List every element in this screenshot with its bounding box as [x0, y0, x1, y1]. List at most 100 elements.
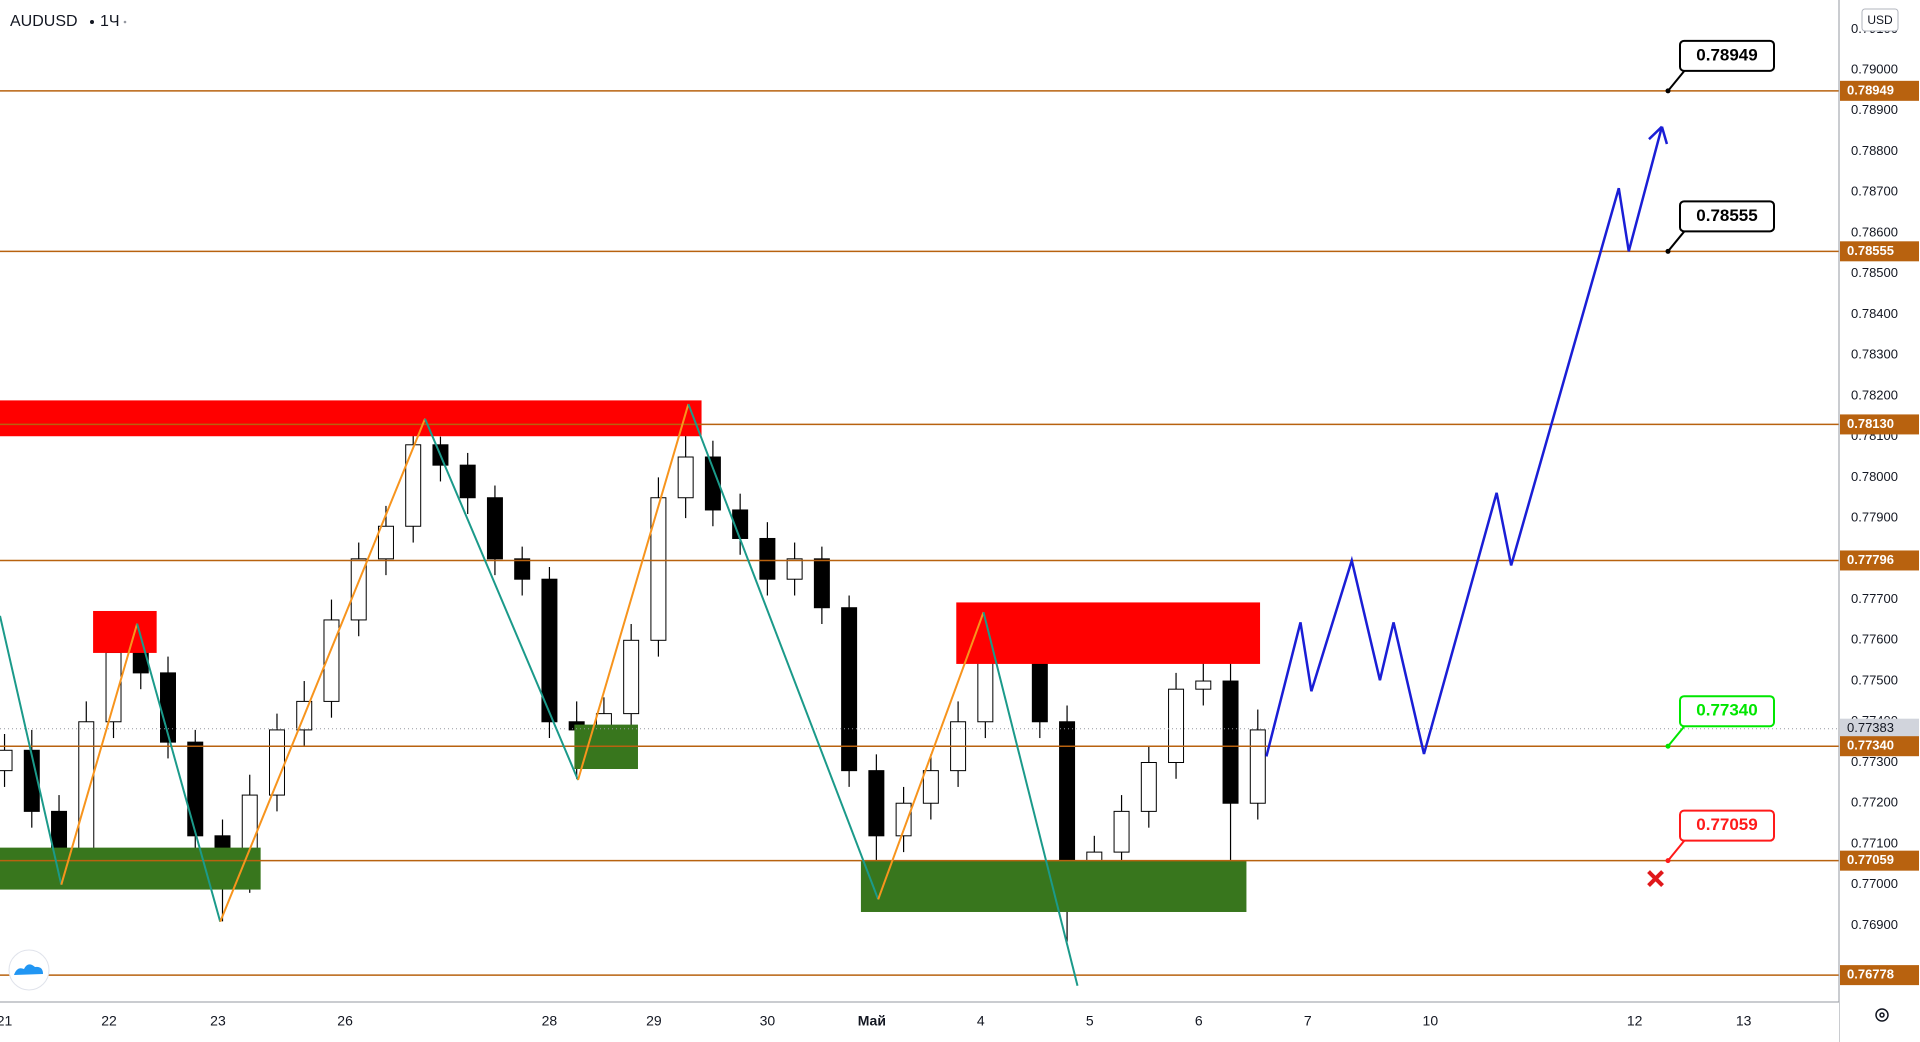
callout-label: 0.78949: [1696, 45, 1757, 64]
y-tick-label: 0.78000: [1851, 469, 1898, 484]
level-label: 0.77059: [1847, 852, 1894, 867]
callout-anchor: [1665, 858, 1671, 864]
projection-arrowhead: [1648, 125, 1663, 141]
level-label: 0.77340: [1847, 738, 1894, 753]
x-tick-label: 10: [1423, 1013, 1439, 1029]
candle-body: [405, 444, 422, 527]
x-tick-label: 7: [1304, 1013, 1312, 1029]
separator-dot: [90, 20, 94, 24]
candle-body: [677, 456, 694, 499]
candle-body: [377, 525, 394, 560]
x-tick-label: 13: [1736, 1013, 1752, 1029]
time-axis: [0, 1002, 1839, 1042]
callout-label: 0.77340: [1696, 701, 1757, 720]
level-label: 0.78555: [1847, 243, 1894, 258]
symbol: AUDUSD: [10, 13, 78, 30]
candle-body: [541, 578, 558, 723]
level-label-bg: [1840, 965, 1919, 986]
y-tick-label: 0.78500: [1851, 265, 1898, 280]
callout-label: 0.77059: [1696, 815, 1757, 834]
x-tick-label: 4: [977, 1013, 985, 1029]
candle-body: [0, 749, 13, 772]
candle-body: [1140, 761, 1157, 812]
logo[interactable]: [8, 949, 50, 991]
projection-arrowhead: [1660, 126, 1669, 145]
header-menu-dots[interactable]: [123, 20, 127, 24]
callout-pointer: [1667, 228, 1687, 252]
current-price-label: 0.77383: [1847, 720, 1894, 735]
y-tick-label: 0.78900: [1851, 102, 1898, 117]
zigzag-segment: [877, 611, 985, 900]
candle-body: [759, 537, 776, 580]
x-tick-label: 6: [1195, 1013, 1203, 1029]
level-label-bg: [1840, 414, 1919, 435]
overlay: 0.77383 0.78949 0.78949 0.78555 0.78555 0.781…: [1665, 39, 1919, 986]
x-tick-label: 26: [337, 1013, 353, 1029]
zigzag-segment: [424, 418, 579, 781]
candle-body: [650, 497, 667, 641]
y-tick-label: 0.78200: [1851, 387, 1898, 402]
candle-body: [1113, 810, 1130, 853]
x-tick-label: 21: [0, 1013, 13, 1029]
callout-box: [1679, 200, 1775, 233]
zone: [0, 400, 702, 437]
candle-body: [868, 770, 885, 837]
candle-body: [1222, 680, 1239, 804]
level-label-bg: [1840, 850, 1919, 871]
x-tick-label: 12: [1627, 1013, 1643, 1029]
settings-icon[interactable]: [1875, 1008, 1889, 1022]
plot-area: [0, 90, 1839, 986]
callout-pointer: [1667, 838, 1687, 862]
callout-anchor: [1665, 743, 1671, 749]
x-tick-label: 30: [760, 1013, 776, 1029]
x-tick-label: 29: [646, 1013, 662, 1029]
candle-body: [704, 456, 721, 511]
zone: [0, 847, 261, 890]
callout-pointer: [1667, 723, 1687, 747]
axes: 0.769000.770000.771000.772000.773000.774…: [0, 21, 1898, 1029]
callout-anchor: [1665, 248, 1671, 254]
level-label-bg: [1840, 80, 1919, 101]
y-tick-label: 0.78700: [1851, 184, 1898, 199]
level-label-bg: [1840, 550, 1919, 571]
zigzag-segment: [219, 418, 426, 923]
y-tick-label: 0.78800: [1851, 143, 1898, 158]
current-price-label-bg: [1840, 718, 1919, 739]
candle-body: [486, 497, 503, 560]
y-tick-label: 0.77200: [1851, 795, 1898, 810]
currency-box[interactable]: [1861, 8, 1899, 32]
callout-box: [1679, 39, 1775, 72]
candle-body: [268, 729, 285, 796]
callout-box: [1679, 809, 1775, 842]
y-tick-label: 0.77100: [1851, 835, 1898, 850]
interval: 1Ч: [100, 13, 120, 30]
candle-body: [514, 558, 531, 580]
callout-anchor: [1665, 88, 1671, 94]
y-tick-label: 0.78400: [1851, 306, 1898, 321]
y-tick-label: 0.78300: [1851, 347, 1898, 362]
candle-body: [786, 558, 803, 580]
candle-body: [1168, 688, 1185, 763]
zigzag-segment: [0, 615, 63, 885]
y-tick-label: 0.77000: [1851, 876, 1898, 891]
x-tick-label: Май: [858, 1013, 886, 1029]
level-label: 0.76778: [1847, 967, 1894, 982]
level-label: 0.77796: [1847, 552, 1894, 567]
price-axis: [1839, 0, 1920, 1002]
y-tick-label: 0.77900: [1851, 510, 1898, 525]
x-tick-label: 28: [542, 1013, 558, 1029]
callout-box: [1679, 695, 1775, 728]
y-tick-label: 0.77300: [1851, 754, 1898, 769]
candle-body: [187, 741, 204, 837]
candle-body: [623, 639, 640, 715]
y-tick-label: 0.77500: [1851, 672, 1898, 687]
candle-body: [922, 770, 939, 804]
candle-body: [1059, 721, 1076, 878]
y-tick-label: 0.78600: [1851, 224, 1898, 239]
level-label-bg: [1840, 241, 1919, 262]
zigzag-segment: [982, 611, 1079, 986]
y-tick-label: 0.79000: [1851, 61, 1898, 76]
currency: USD: [1867, 13, 1893, 27]
